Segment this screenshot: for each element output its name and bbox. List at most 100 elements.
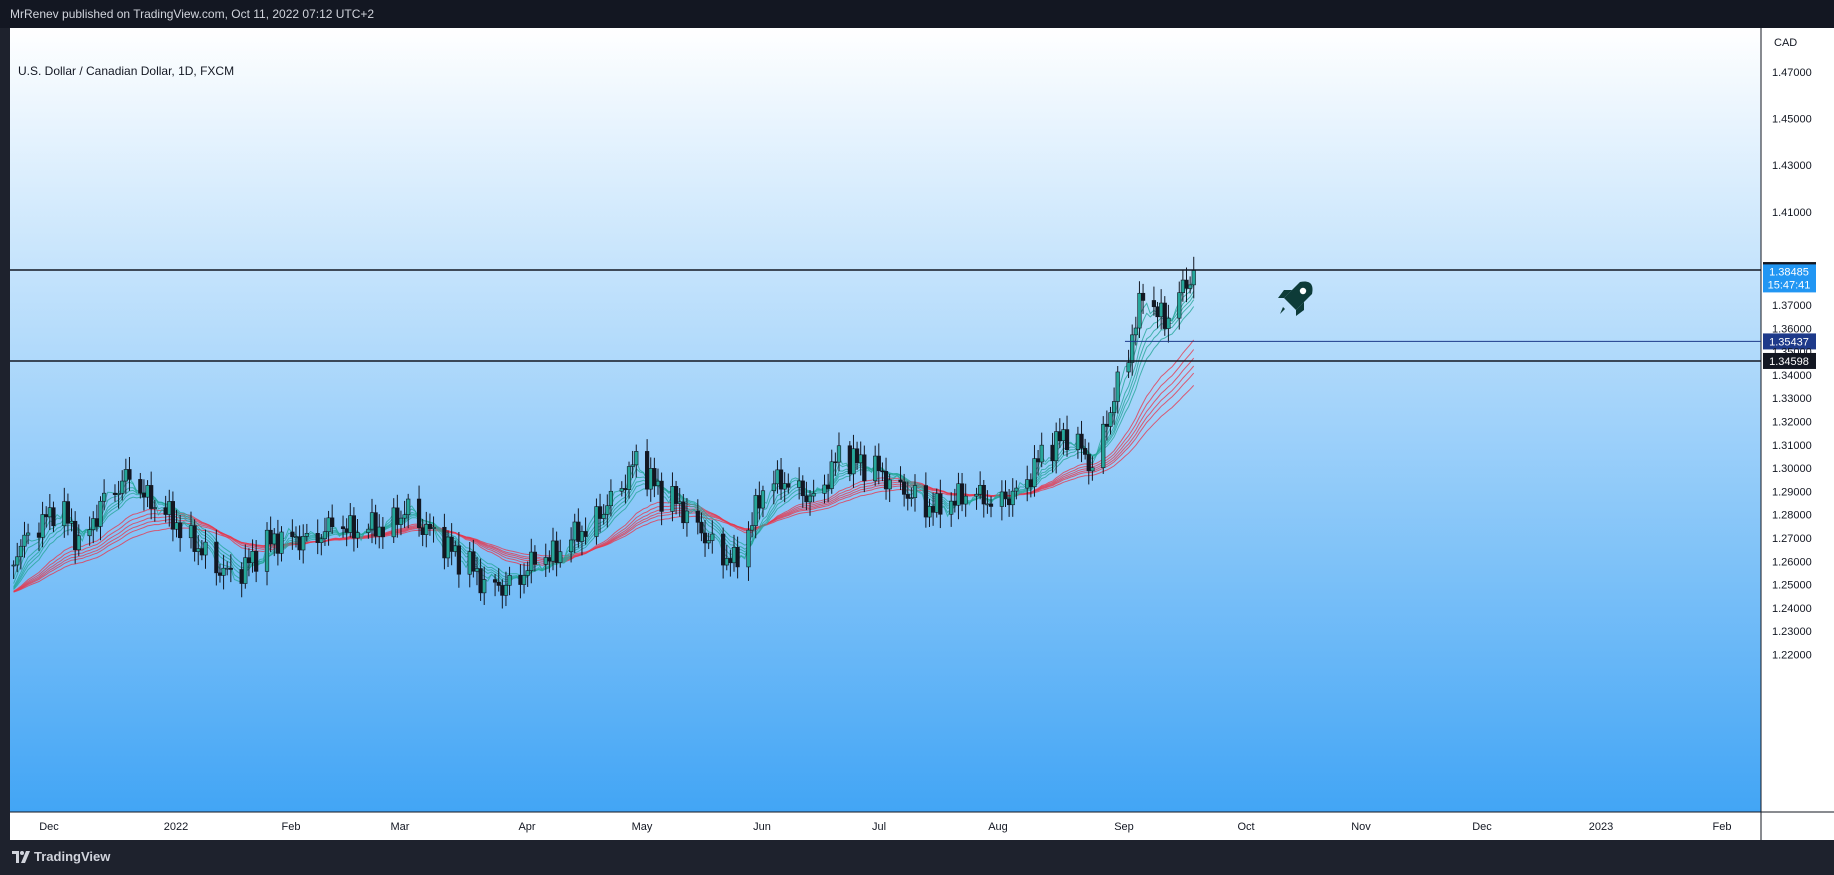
candle-body	[601, 514, 606, 519]
candle-body	[999, 491, 1004, 507]
time-tick-label: Nov	[1351, 821, 1371, 833]
candle-body	[880, 470, 885, 473]
candle-body	[909, 497, 914, 499]
candle-body	[301, 536, 306, 551]
candle-body	[634, 451, 639, 466]
countdown-label: 15:47:41	[1768, 279, 1811, 291]
candle-body	[670, 486, 675, 512]
candle-body	[1159, 302, 1164, 318]
candle-body	[959, 483, 965, 505]
candle-body	[735, 547, 740, 568]
time-axis-background	[10, 812, 1761, 840]
time-tick-label: Mar	[391, 821, 410, 833]
candle-body	[1028, 479, 1033, 488]
candle-body	[1057, 431, 1062, 442]
candle-body	[695, 510, 700, 523]
candle-body	[699, 522, 704, 534]
candle-body	[1133, 327, 1138, 336]
candle-body	[1014, 487, 1019, 492]
time-tick-label: Oct	[1237, 821, 1254, 833]
candle-body	[69, 520, 74, 524]
candle-body	[500, 585, 505, 596]
price-tick-label: 1.31000	[1772, 440, 1812, 452]
candle-body	[1137, 292, 1142, 329]
candle-body	[47, 507, 52, 518]
candle-body	[1032, 458, 1037, 488]
candle-body	[1130, 334, 1135, 363]
candle-body	[673, 486, 679, 504]
candle-body	[1101, 423, 1106, 468]
candle-body	[442, 526, 447, 559]
price-tick-label: 1.45000	[1772, 114, 1812, 126]
candle-body	[424, 523, 429, 535]
candle-body	[199, 548, 204, 556]
tradingview-logo[interactable]: TradingView	[12, 849, 110, 864]
candle-body	[1191, 270, 1196, 286]
ray-price-label: 1.35437	[1769, 336, 1809, 348]
currency-label: CAD	[1774, 37, 1797, 49]
candle-body	[786, 483, 791, 488]
candle-body	[221, 567, 226, 576]
axes: CAD 1.47000 1.45000 1.43000 1.41000 1.37000 1.…	[39, 37, 1812, 833]
candle-body	[120, 480, 125, 494]
candle-body	[62, 501, 67, 527]
candle-body	[18, 545, 23, 558]
time-tick-label: Jun	[753, 821, 771, 833]
price-tick-label: 1.35000	[1772, 347, 1812, 359]
candle-body	[645, 451, 650, 490]
candle-body	[652, 468, 657, 487]
candle-body	[988, 503, 994, 507]
price-tick-label: 1.30000	[1772, 463, 1812, 475]
candle-body	[873, 455, 878, 482]
candle-body	[1155, 306, 1160, 318]
candle-body	[315, 533, 320, 543]
candle-body	[44, 514, 49, 518]
candle-body	[431, 526, 436, 529]
candle-body	[1140, 292, 1146, 301]
candle-body	[1054, 431, 1059, 462]
price-tick-label: 1.22000	[1772, 650, 1812, 662]
candle-body	[246, 557, 252, 564]
candle-body	[239, 569, 244, 584]
candle-body	[1126, 362, 1131, 373]
time-tick-label: 2022	[164, 821, 188, 833]
candle-body	[963, 495, 968, 505]
candle-body	[630, 464, 635, 467]
candle-body	[883, 471, 889, 490]
candle-body	[1003, 491, 1008, 500]
candle-body	[250, 551, 255, 564]
candle-body	[203, 541, 208, 556]
candle-body	[902, 481, 907, 495]
candle-body	[1010, 490, 1015, 506]
candle-body	[330, 517, 335, 527]
candle-body	[319, 538, 324, 543]
candle-body	[1162, 302, 1167, 329]
candle-body	[178, 522, 183, 539]
candle-body	[655, 480, 661, 487]
candles	[11, 256, 1196, 609]
candle-body	[836, 445, 842, 463]
candle-body	[478, 568, 483, 594]
candle-body	[25, 532, 31, 536]
candle-body	[482, 579, 487, 594]
candle-body	[22, 534, 27, 547]
price-tick-label: 1.41000	[1772, 207, 1812, 219]
candle-body	[677, 501, 682, 504]
candle-body	[905, 494, 910, 499]
candle-body	[930, 506, 936, 513]
candle-body	[1177, 292, 1182, 319]
candle-body	[702, 532, 708, 544]
candle-body	[521, 575, 527, 585]
tradingview-logo-text: TradingView	[34, 849, 111, 864]
candle-body	[862, 454, 867, 482]
candle-body	[822, 484, 827, 494]
candle-body	[228, 567, 233, 570]
candle-body	[391, 507, 396, 538]
candle-body	[1090, 467, 1095, 472]
candle-body	[974, 493, 979, 497]
candle-body	[938, 493, 943, 515]
candle-body	[167, 501, 172, 515]
